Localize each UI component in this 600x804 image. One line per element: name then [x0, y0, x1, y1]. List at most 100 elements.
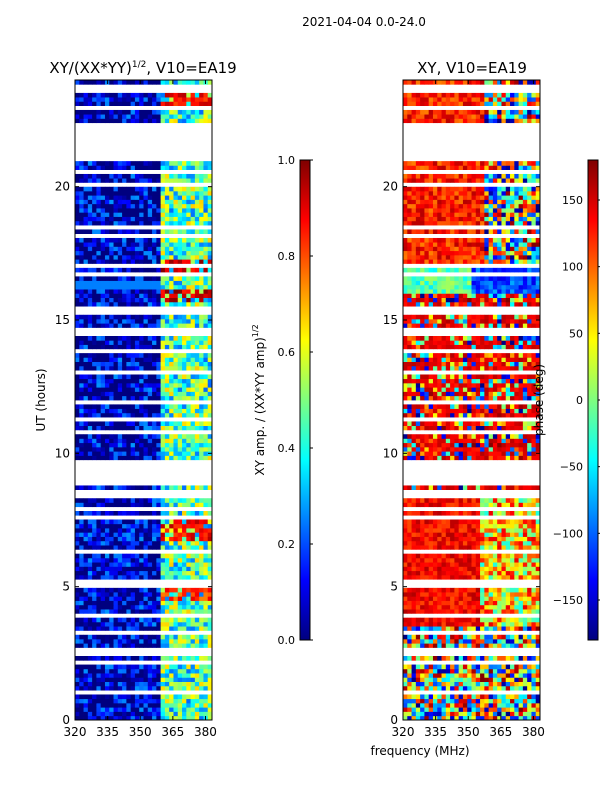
heatmap-cell [109, 319, 114, 324]
heatmap-cell [88, 289, 93, 294]
heatmap-cell [407, 554, 412, 559]
heatmap-cell [84, 289, 89, 294]
heatmap-cell [403, 686, 408, 691]
heatmap-cell [144, 93, 149, 98]
heatmap-cell [139, 592, 144, 597]
heatmap-cell [195, 199, 200, 204]
heatmap-cell [131, 302, 136, 307]
heatmap-cell [407, 588, 412, 593]
heatmap-cell [506, 626, 511, 631]
heatmap-cell [186, 383, 191, 388]
heatmap-cell [442, 699, 447, 704]
heatmap-cell [114, 204, 119, 209]
heatmap-cell [88, 618, 93, 623]
heatmap-cell [199, 643, 204, 648]
heatmap-cell [169, 566, 174, 571]
heatmap-cell [165, 682, 170, 687]
heatmap-cell [437, 541, 442, 546]
heatmap-cell [199, 519, 204, 524]
heatmap-cell [152, 669, 157, 674]
heatmap-cell [203, 673, 208, 678]
heatmap-cell [510, 618, 515, 623]
heatmap-cell [161, 353, 166, 358]
heatmap-cell [169, 362, 174, 367]
heatmap-cell [139, 694, 144, 699]
heatmap-cell [152, 187, 157, 192]
heatmap-cell [135, 532, 140, 537]
heatmap-cell [531, 562, 536, 567]
heatmap-cell [173, 110, 178, 115]
heatmap-cell [161, 379, 166, 384]
heatmap-cell [514, 562, 519, 567]
heatmap-cell [510, 443, 515, 448]
heatmap-cell [156, 255, 161, 260]
heatmap-cell [420, 541, 425, 546]
heatmap-cell [84, 618, 89, 623]
heatmap-cell [169, 268, 174, 273]
heatmap-cell [152, 281, 157, 286]
heatmap-cell [467, 438, 472, 443]
heatmap-cell [195, 682, 200, 687]
heatmap-cell [429, 699, 434, 704]
heatmap-cell [144, 554, 149, 559]
heatmap-cell [416, 673, 421, 678]
heatmap-cell [126, 246, 131, 251]
heatmap-cell [433, 532, 438, 537]
heatmap-cell [493, 622, 498, 627]
heatmap-cell [131, 707, 136, 712]
heatmap-cell [514, 502, 519, 507]
heatmap-cell [156, 323, 161, 328]
heatmap-cell [96, 541, 101, 546]
heatmap-cell [450, 618, 455, 623]
heatmap-cell [92, 575, 97, 580]
heatmap-cell [148, 639, 153, 644]
heatmap-cell [178, 639, 183, 644]
heatmap-cell [199, 97, 204, 102]
heatmap-cell [169, 511, 174, 516]
heatmap-cell [161, 101, 166, 106]
heatmap-cell [203, 191, 208, 196]
heatmap-cell [182, 519, 187, 524]
heatmap-cell [131, 251, 136, 256]
heatmap-cell [118, 592, 123, 597]
heatmap-cell [459, 694, 464, 699]
heatmap-cell [84, 426, 89, 431]
heatmap-cell [156, 238, 161, 243]
heatmap-cell [96, 413, 101, 418]
heatmap-cell [433, 571, 438, 576]
heatmap-cell [527, 673, 532, 678]
heatmap-cell [169, 293, 174, 298]
heatmap-cell [476, 673, 481, 678]
heatmap-cell [75, 447, 80, 452]
heatmap-cell [148, 519, 153, 524]
heatmap-cell [191, 699, 196, 704]
heatmap-cell [131, 404, 136, 409]
heatmap-cell [109, 485, 114, 490]
heatmap-cell [109, 524, 114, 529]
heatmap-cell [75, 323, 80, 328]
heatmap-cell [523, 575, 528, 580]
heatmap-cell [420, 519, 425, 524]
heatmap-cell [424, 434, 429, 439]
heatmap-gap-row [75, 123, 212, 127]
heatmap-cell [79, 174, 84, 179]
heatmap-cell [527, 694, 532, 699]
heatmap-cell [403, 665, 408, 670]
heatmap-cell [484, 673, 489, 678]
heatmap-cell [114, 387, 119, 392]
heatmap-cell [88, 101, 93, 106]
heatmap-cell [523, 545, 528, 550]
amplitude-title-superscript: 1/2 [132, 60, 146, 70]
heatmap-cell [191, 447, 196, 452]
heatmap-cell [92, 187, 97, 192]
heatmap-cell [118, 340, 123, 345]
heatmap-cell [191, 383, 196, 388]
heatmap-cell [199, 447, 204, 452]
heatmap-cell [173, 686, 178, 691]
colorbar-tick-label: 1.0 [278, 154, 296, 167]
heatmap-cell [126, 519, 131, 524]
heatmap-cell [84, 656, 89, 661]
heatmap-cell [122, 97, 127, 102]
heatmap-cell [467, 571, 472, 576]
heatmap-cell [139, 443, 144, 448]
